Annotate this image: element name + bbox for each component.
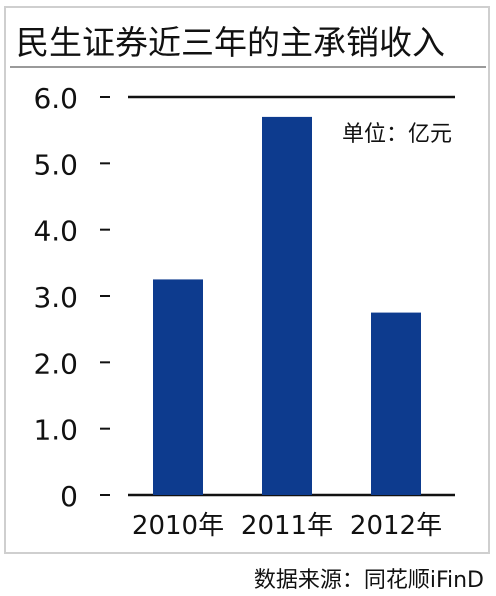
x-category-label: 2012年 xyxy=(350,511,442,541)
bar-2011年 xyxy=(262,116,312,496)
bar-2012年 xyxy=(371,312,421,495)
y-tick-label: 5.0 xyxy=(33,148,78,181)
chart-title: 民生证券近三年的主承销收入 xyxy=(16,23,445,62)
title-divider xyxy=(10,66,486,68)
y-tick-label: 2.0 xyxy=(33,347,78,380)
y-tick-label: 1.0 xyxy=(33,414,78,447)
y-tick-label: 3.0 xyxy=(33,281,78,314)
y-tick-label: 4.0 xyxy=(33,215,78,248)
x-category-label: 2010年 xyxy=(132,511,224,541)
x-category-label: 2011年 xyxy=(241,511,333,541)
unit-annotation: 单位：亿元 xyxy=(342,122,452,147)
y-tick-label: 6.0 xyxy=(33,82,78,115)
y-tick-label: 0 xyxy=(60,480,78,513)
data-source-note: 数据来源：同花顺iFinD xyxy=(253,568,484,593)
bar-2010年 xyxy=(153,279,203,495)
